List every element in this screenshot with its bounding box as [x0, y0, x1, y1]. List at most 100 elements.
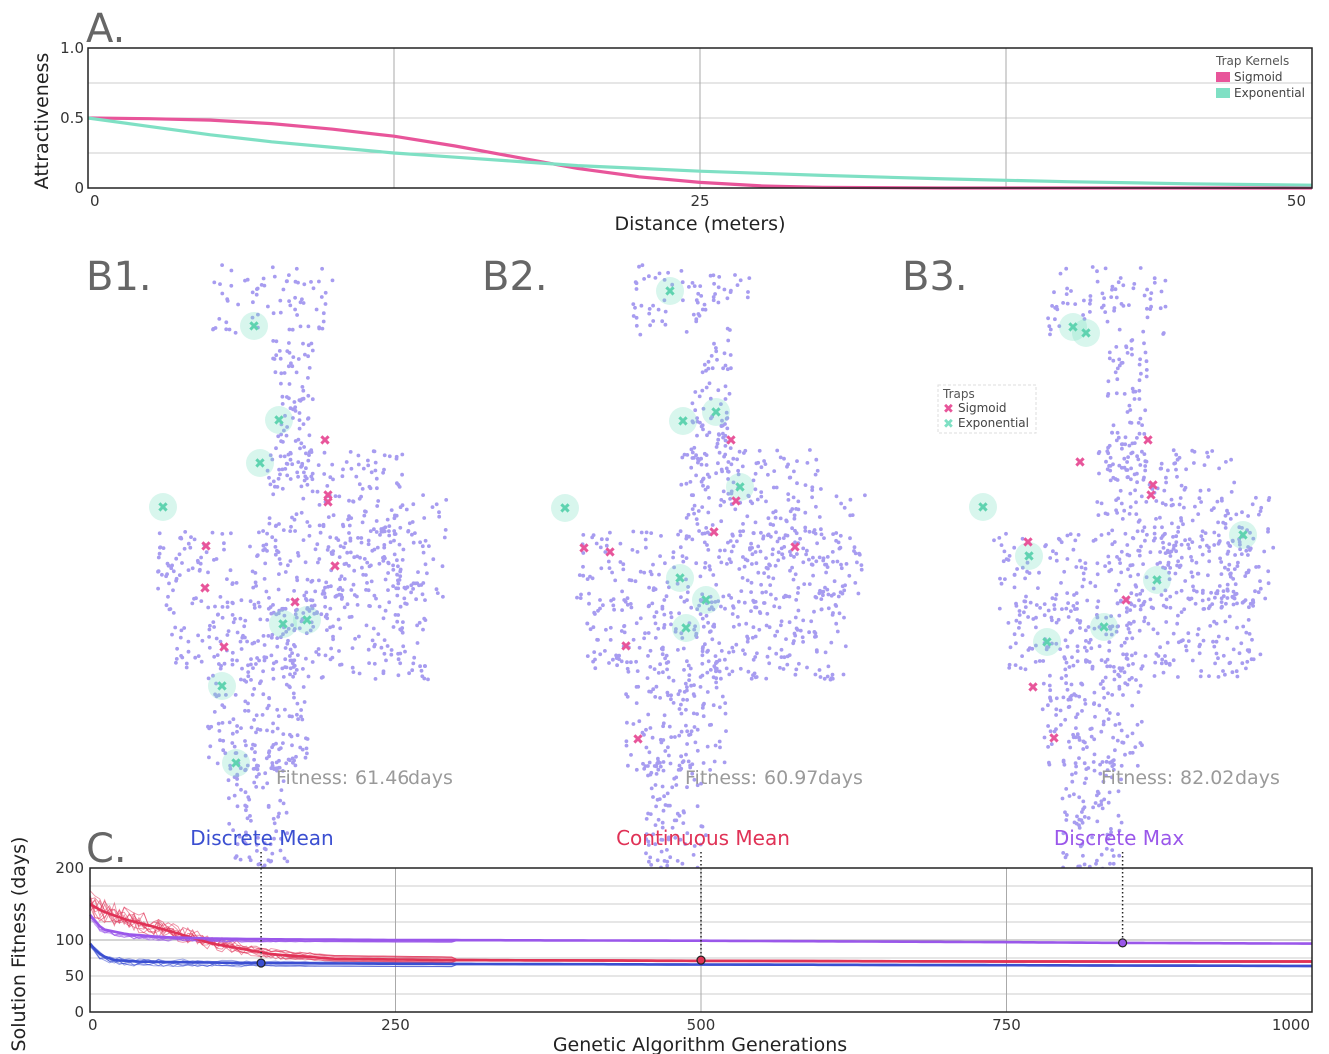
household-point — [1095, 561, 1100, 566]
household-point — [1046, 608, 1051, 613]
household-point — [1125, 543, 1130, 547]
household-point — [300, 617, 305, 622]
household-point — [1235, 674, 1240, 679]
household-point — [411, 587, 415, 591]
household-point — [826, 592, 831, 597]
household-point — [291, 416, 295, 420]
household-point — [285, 859, 290, 864]
household-point — [391, 584, 395, 588]
sigmoid-trap-icon: ✖ — [632, 732, 644, 748]
household-point — [303, 352, 307, 357]
household-point — [726, 338, 731, 343]
household-point — [671, 701, 676, 705]
sigmoid-trap-icon: ✖ — [329, 559, 341, 575]
household-point — [299, 510, 304, 515]
household-point — [287, 327, 292, 332]
household-point — [842, 505, 847, 510]
household-point — [1174, 452, 1179, 457]
household-point — [1140, 449, 1144, 454]
household-point — [710, 523, 715, 527]
household-point — [793, 528, 797, 533]
household-point — [323, 585, 327, 590]
household-point — [309, 280, 313, 284]
household-point — [778, 665, 782, 670]
household-point — [1084, 776, 1088, 781]
household-point — [1025, 552, 1030, 557]
exponential-trap-radius — [702, 398, 730, 426]
household-point — [301, 422, 306, 426]
household-point — [707, 607, 712, 612]
household-point — [252, 602, 257, 607]
household-point — [702, 701, 706, 706]
household-point — [208, 623, 212, 628]
household-point — [1109, 295, 1114, 299]
household-point — [273, 545, 278, 549]
household-point — [1114, 629, 1119, 634]
household-point — [397, 542, 402, 547]
household-point — [679, 729, 684, 734]
exponential-trap-radius — [265, 406, 293, 434]
household-point — [814, 559, 819, 564]
household-point — [304, 466, 308, 471]
household-point — [717, 450, 722, 455]
household-point — [230, 613, 235, 617]
household-point — [663, 803, 668, 807]
household-point — [742, 564, 747, 569]
household-point — [1107, 711, 1112, 715]
household-point — [834, 531, 839, 535]
household-point — [242, 840, 247, 844]
household-point — [372, 661, 377, 666]
exponential-trap-icon: ✖ — [216, 679, 228, 695]
household-point — [654, 610, 659, 615]
household-point — [1091, 805, 1095, 810]
household-point — [649, 531, 654, 535]
household-point — [1088, 580, 1093, 585]
household-point — [615, 663, 619, 668]
household-point — [1042, 735, 1047, 740]
household-point — [711, 295, 716, 299]
household-point — [341, 467, 345, 472]
household-point — [320, 326, 325, 331]
household-point — [803, 483, 808, 487]
household-point — [1235, 625, 1239, 630]
household-point — [1150, 487, 1155, 491]
household-point — [422, 664, 427, 668]
household-point — [607, 566, 612, 570]
household-point — [1065, 533, 1070, 538]
household-point — [359, 536, 364, 540]
household-point — [1122, 508, 1127, 513]
household-point — [235, 782, 239, 787]
household-point — [328, 475, 333, 480]
household-point — [1087, 640, 1091, 645]
household-point — [274, 353, 279, 358]
household-point — [1124, 344, 1128, 349]
household-point — [1238, 542, 1242, 547]
household-point — [653, 783, 658, 787]
household-point — [371, 449, 376, 454]
household-point — [759, 582, 763, 587]
household-point — [1233, 582, 1238, 587]
household-point — [1197, 496, 1202, 501]
household-point — [1158, 560, 1162, 565]
household-point — [736, 468, 740, 473]
household-point — [270, 265, 275, 270]
household-point — [1114, 438, 1119, 443]
household-point — [698, 574, 703, 579]
household-point — [1059, 581, 1063, 585]
household-point — [1048, 332, 1052, 337]
household-point — [1246, 553, 1250, 557]
household-point — [620, 608, 624, 612]
household-point — [720, 418, 724, 423]
sigmoid-trap-icon: ✖ — [1048, 731, 1060, 747]
household-point — [359, 494, 363, 499]
household-point — [1190, 518, 1195, 523]
household-point — [1068, 630, 1073, 635]
household-point — [1141, 562, 1145, 566]
household-point — [254, 292, 259, 297]
household-point — [1196, 512, 1201, 516]
household-point — [396, 578, 400, 583]
household-point — [1054, 620, 1059, 625]
household-point — [1088, 298, 1093, 303]
household-point — [1131, 286, 1136, 291]
household-point — [644, 832, 649, 836]
